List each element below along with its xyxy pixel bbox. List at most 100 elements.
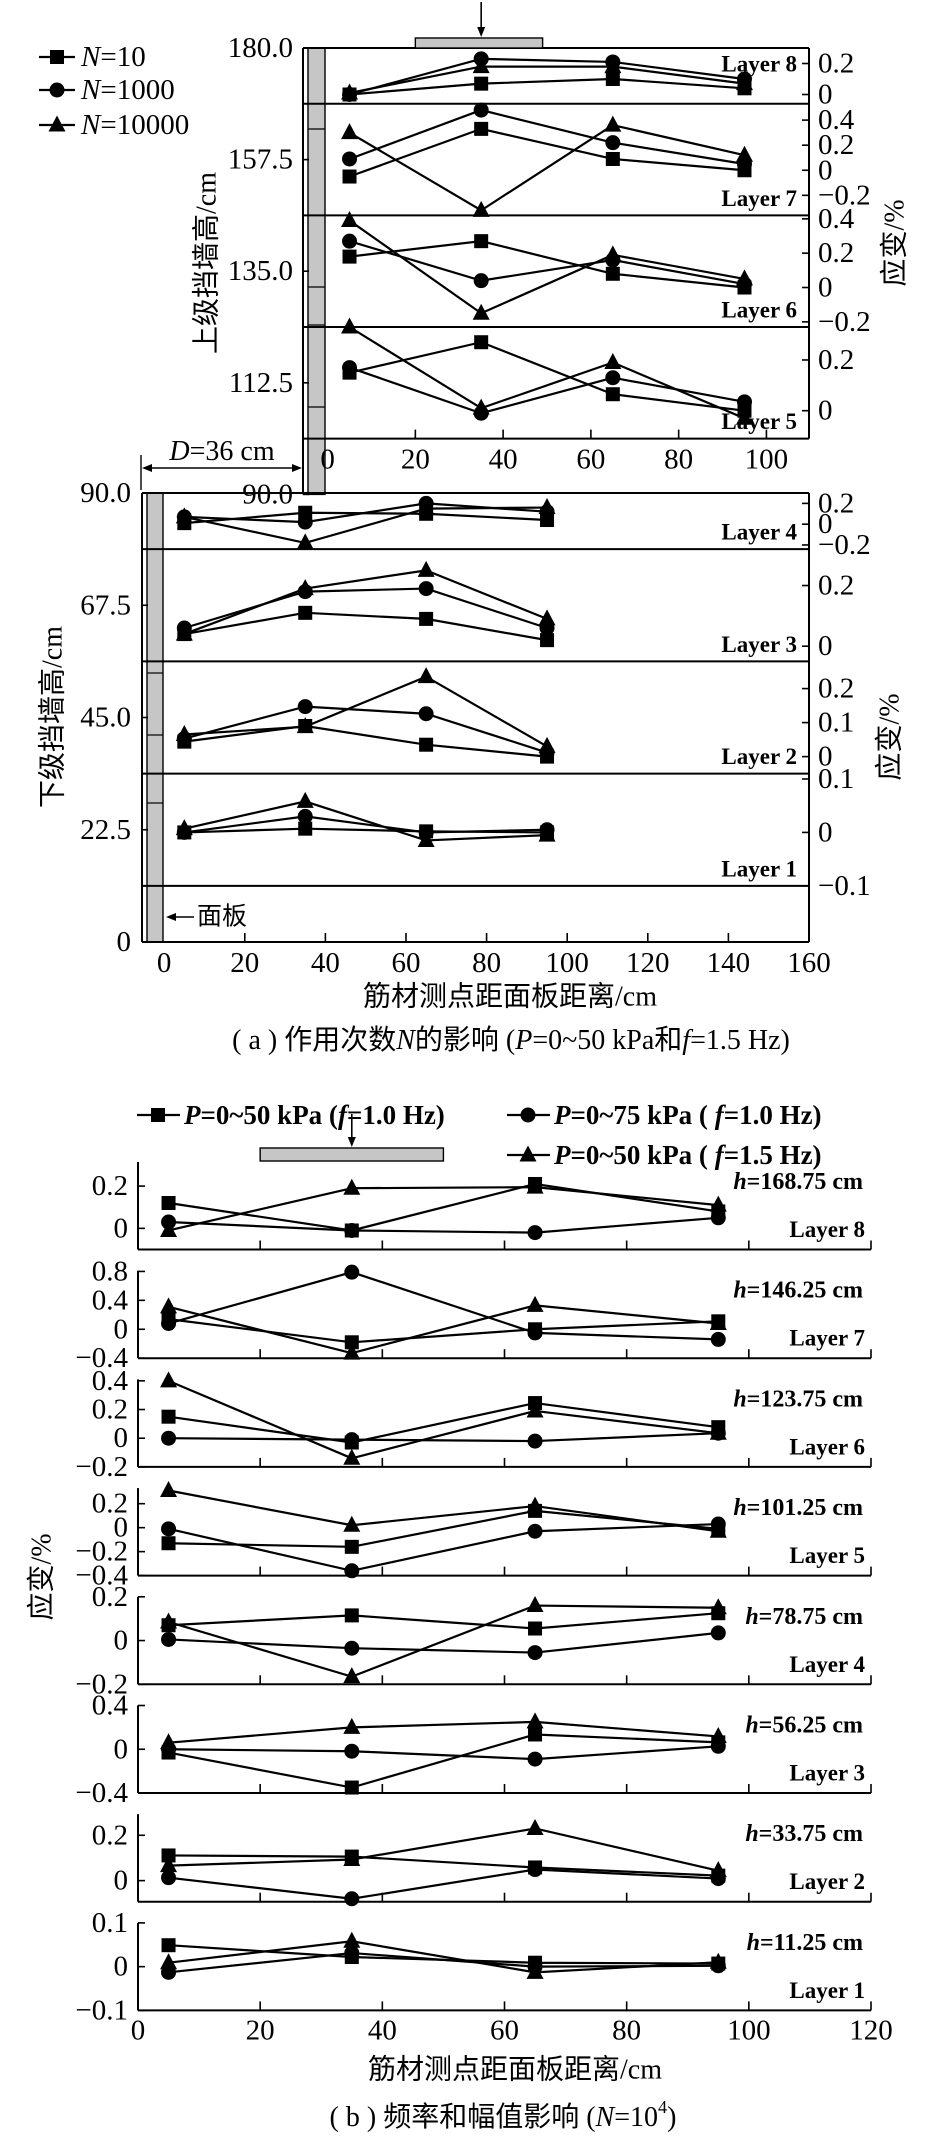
x-axis-title: 筋材测点距面板距离/cm [363, 981, 657, 1013]
layer-height-label-part: h [745, 1821, 758, 1847]
strain-tick-label: 0.8 [92, 1255, 128, 1287]
layer-label: Layer 1 [789, 1978, 865, 2003]
legend-label-part: =0~50 kPa ( [571, 1140, 715, 1170]
layer-label: Layer 5 [789, 1543, 865, 1568]
point-layer-1-n-10000-x35 [296, 791, 314, 808]
layer-height-label-part: =168.75 cm [747, 1169, 863, 1195]
caption-b: ( b ) 频率和幅值影响 (N=104) [330, 2097, 677, 2133]
point-layer-3-p-0-50-kpa-f-1-5-hz-x95 [709, 1726, 727, 1743]
height-axis-title: 下级挡墙高/cm [37, 626, 69, 808]
layer-height-label-part: =146.25 cm [747, 1278, 863, 1304]
strain-tick-label: 0.2 [92, 1488, 128, 1520]
layer-label: Layer 1 [721, 856, 797, 881]
point-layer-3-n-10000-x95 [538, 609, 556, 626]
point-layer-8-p-0-50-kpa-f-1-0-hz-x5 [161, 1196, 176, 1211]
point-layer-3-p-0-75-kpa-f-1-0-hz-x65 [527, 1751, 543, 1767]
point-layer-5-n-10-x65 [605, 387, 620, 402]
x-tick-label: 120 [626, 947, 670, 979]
point-layer-2-n-1000-x65 [418, 706, 434, 722]
strain-tick-label: −0.2 [75, 1451, 128, 1483]
point-layer-2-n-10-x65 [419, 737, 434, 752]
layer-layer-8: 0.20 Layer 8 [341, 48, 854, 111]
point-layer-8-p-0-50-kpa-f-1-5-hz-x35 [343, 1178, 361, 1195]
strain-tick-label: 0 [114, 1951, 129, 1983]
strain-tick-label: 0 [818, 630, 833, 662]
point-layer-4-n-10000-x5 [175, 507, 193, 524]
strain-tick-label: 0 [818, 154, 833, 186]
strain-tick-label: 0 [818, 508, 833, 540]
point-layer-2-n-1000-x35 [297, 699, 313, 715]
series-line-n-10 [349, 240, 745, 289]
layer-height-label-part: h [733, 1495, 746, 1521]
point-layer-7-p-0-50-kpa-f-1-0-hz-x35 [344, 1335, 359, 1350]
layer-label: Layer 6 [721, 298, 797, 323]
layer-height-label-part: =101.25 cm [747, 1495, 863, 1521]
point-layer-1-p-0-75-kpa-f-1-0-hz-x35 [344, 1945, 360, 1961]
layer-height-label: h=123.75 cm [733, 1386, 863, 1412]
layer-height-label-part: =56.25 cm [759, 1713, 863, 1739]
point-layer-7-n-1000-x65 [605, 135, 621, 151]
legend-label-part: =0~50 kPa ( [201, 1100, 338, 1130]
point-layer-2-p-0-50-kpa-f-1-5-hz-x95 [709, 1861, 727, 1878]
layer-layer-7: 0.40.20−0.2 Layer 7 [341, 102, 871, 217]
series-line-p-0-50-kpa-f-1-5-hz [168, 1940, 719, 1974]
series-line-n-10 [184, 511, 548, 525]
series-line-n-1000 [349, 108, 745, 166]
figure-a: 180.0 157.5 135.0 112.5 90.0 0 20 40 60 80 100 上级挡墙… [37, 2, 911, 1056]
strain-tick-label: −0.2 [818, 306, 871, 338]
strain-tick-label: −0.1 [818, 870, 871, 902]
point-layer-7-p-0-50-kpa-f-1-5-hz-x65 [526, 1295, 544, 1312]
layer-height-label: h=33.75 cm [745, 1821, 863, 1847]
caption-b-part: N [595, 2102, 616, 2133]
strain-tick-label: −0.2 [75, 1536, 128, 1568]
wall-offset-label: D=36 cm [168, 436, 274, 467]
point-layer-8-p-0-50-kpa-f-1-5-hz-x95 [709, 1195, 727, 1212]
series-line-n-1000 [184, 705, 548, 754]
point-layer-4-p-0-50-kpa-f-1-5-hz-x95 [709, 1598, 727, 1615]
legend-label: P=0~50 kPa ( f=1.5 Hz) [553, 1140, 822, 1170]
point-layer-7-p-0-75-kpa-f-1-0-hz-x65 [527, 1325, 543, 1341]
facing-panel [307, 47, 326, 496]
point-layer-7-p-0-50-kpa-f-1-5-hz-x5 [160, 1297, 178, 1314]
series-line-n-10000 [184, 675, 548, 748]
strain-tick-label: 0 [114, 1313, 129, 1345]
point-layer-2-p-0-75-kpa-f-1-0-hz-x5 [161, 1870, 177, 1886]
series-line-n-10 [184, 611, 548, 642]
point-layer-4-p-0-50-kpa-f-1-5-hz-x65 [526, 1596, 544, 1613]
height-tick-label: 0 [117, 926, 132, 958]
series-line-n-10 [349, 77, 745, 96]
series-line-n-10000 [184, 506, 548, 545]
caption-a-part: f [682, 1025, 693, 1056]
point-layer-3-n-10000-x65 [417, 560, 435, 577]
layer-label: Layer 8 [789, 1217, 865, 1242]
caption-b-part: ( b ) 频率和幅值影响 ( [330, 2101, 596, 2133]
layer-label: Layer 2 [721, 744, 797, 769]
x-tick-label: 60 [490, 2014, 519, 2046]
series-line-n-1000 [184, 815, 548, 834]
point-layer-2-p-0-50-kpa-f-1-5-hz-x65 [526, 1818, 544, 1835]
point-layer-1-p-0-50-kpa-f-1-0-hz-x5 [161, 1938, 176, 1953]
legend-marker-square [151, 1108, 165, 1122]
point-layer-3-p-0-50-kpa-f-1-0-hz-x35 [344, 1780, 359, 1795]
strain-tick-label: −0.4 [75, 1560, 128, 1592]
layer-layer-4: 0.20−0.2 Layer 4 [175, 487, 871, 561]
layer-label: Layer 3 [721, 632, 797, 657]
point-layer-5-n-1000-x65 [605, 370, 621, 386]
point-layer-4-p-0-75-kpa-f-1-0-hz-x5 [161, 1631, 177, 1647]
x-tick-label: 80 [472, 947, 501, 979]
dimension-arrow-right-head [292, 464, 302, 472]
point-layer-6-p-0-75-kpa-f-1-0-hz-x5 [161, 1430, 177, 1446]
series-line-n-10 [349, 341, 745, 412]
strain-tick-label: 0.4 [92, 1690, 129, 1722]
facing-pointer-arrow-head [166, 913, 176, 921]
caption-b-part: 4 [658, 2097, 667, 2117]
point-layer-6-n-10000-x95 [735, 269, 753, 286]
point-layer-2-p-0-50-kpa-f-1-5-hz-x35 [343, 1850, 361, 1867]
series-line-p-0-50-kpa-f-1-0-hz [168, 1509, 719, 1548]
point-layer-8-n-10000-x95 [735, 74, 753, 91]
layer-height-label-part: h [733, 1386, 746, 1412]
strain-tick-label: 0 [818, 395, 833, 427]
legend-label-part: =0~75 kPa ( [571, 1100, 715, 1130]
